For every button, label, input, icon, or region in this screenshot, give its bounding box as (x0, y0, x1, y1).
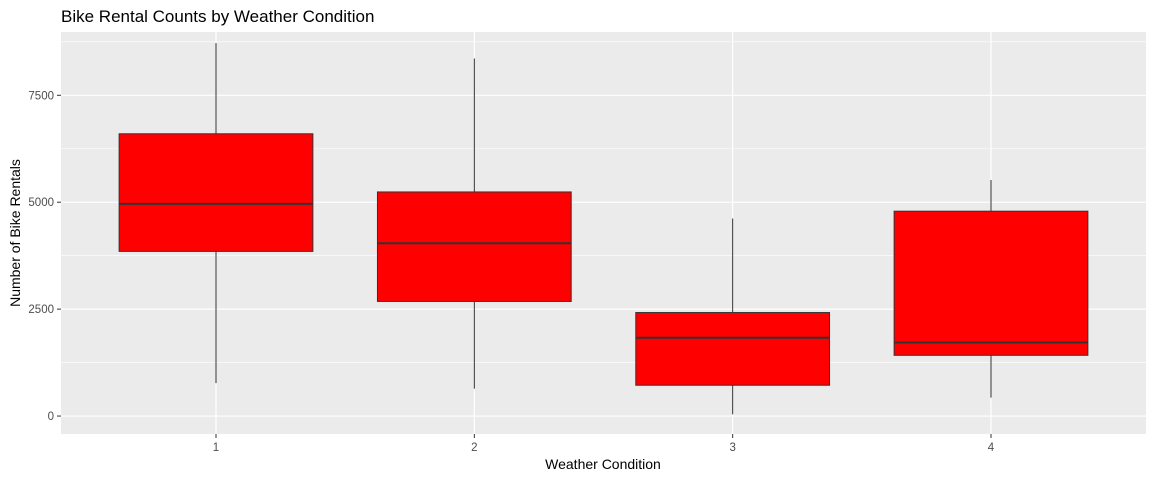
box-4 (893, 179, 1089, 398)
x-tick-label: 1 (213, 442, 219, 454)
y-axis: 0 2500 5000 7500 (28, 90, 61, 423)
y-axis-title: Number of Bike Rentals (7, 159, 23, 307)
box-2 (376, 58, 572, 389)
x-axis-title: Weather Condition (545, 456, 661, 472)
box-iqr (635, 312, 831, 386)
x-tick-label: 2 (471, 442, 477, 454)
box-layer (118, 43, 1089, 415)
box-3 (635, 218, 831, 415)
box-iqr (376, 191, 572, 302)
y-tick-label: 5000 (28, 197, 54, 209)
box-iqr (893, 210, 1089, 356)
y-tick-label: 2500 (28, 304, 54, 316)
box-iqr (118, 133, 314, 252)
box-1 (118, 43, 314, 384)
y-tick-label: 7500 (28, 90, 54, 102)
x-axis: 1 2 3 4 (213, 434, 995, 454)
x-tick-label: 4 (988, 442, 995, 454)
y-tick-label: 0 (48, 411, 54, 423)
chart-title: Bike Rental Counts by Weather Condition (61, 7, 374, 26)
x-tick-label: 3 (729, 442, 735, 454)
